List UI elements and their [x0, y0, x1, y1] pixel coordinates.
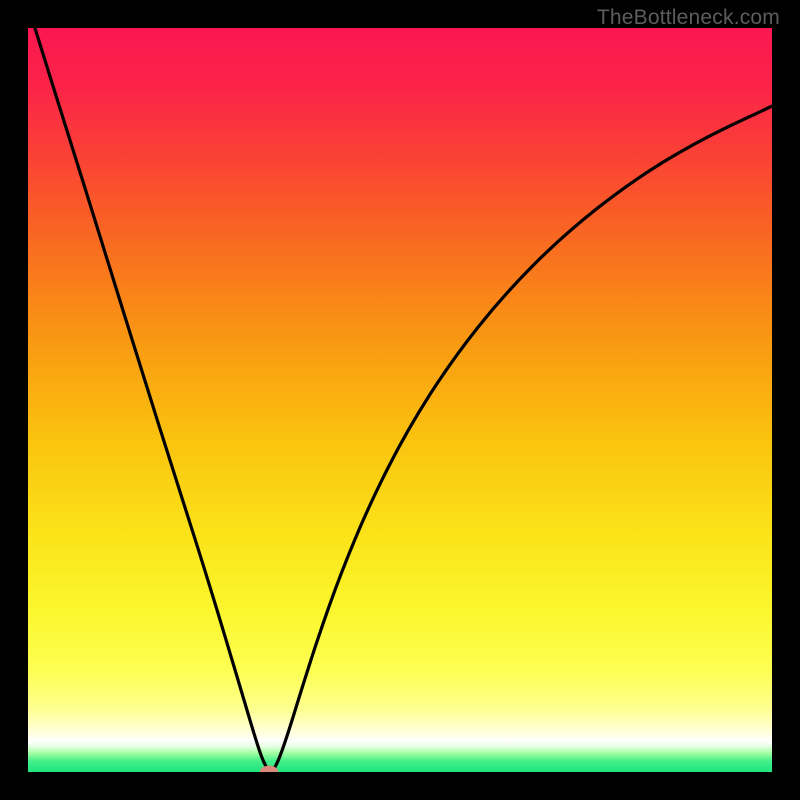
bottleneck-curve — [28, 28, 772, 771]
chart-svg — [28, 28, 772, 772]
chart-frame — [28, 28, 772, 772]
plot-area — [28, 28, 772, 772]
watermark-text: TheBottleneck.com — [597, 6, 780, 30]
